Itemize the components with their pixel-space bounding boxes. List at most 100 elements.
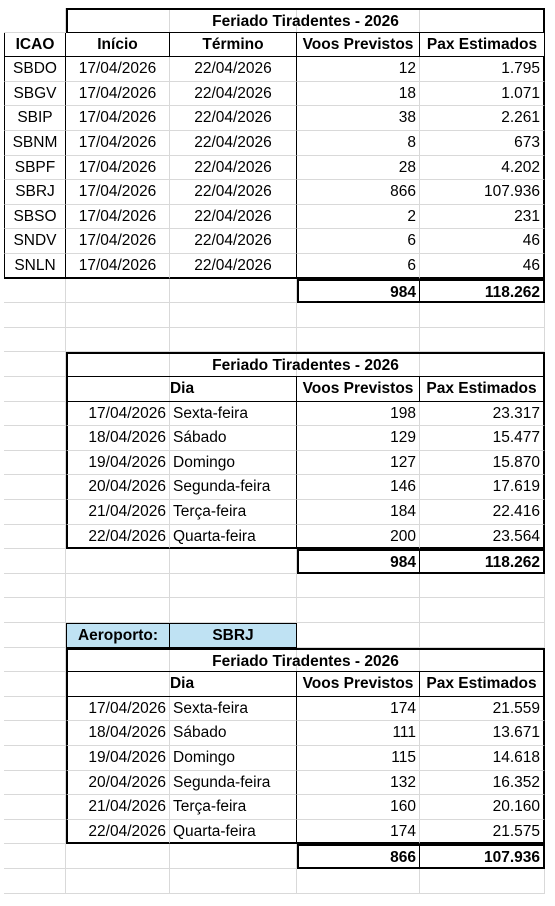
grid-cell[interactable]: [66, 279, 170, 303]
grid-cell[interactable]: [4, 549, 66, 574]
grid-cell[interactable]: [66, 598, 170, 623]
grid-cell[interactable]: [4, 598, 66, 623]
grid-cell[interactable]: [297, 869, 420, 894]
grid-cell[interactable]: [66, 549, 170, 574]
table2-date: 20/04/2026: [66, 475, 170, 500]
table1-cell: 17/04/2026: [66, 229, 170, 254]
grid-cell[interactable]: [4, 328, 66, 352]
table3-date: 17/04/2026: [66, 697, 170, 721]
table3-header-voos: Voos Previstos: [297, 672, 420, 697]
grid-cell[interactable]: [66, 328, 170, 352]
grid-cell[interactable]: [170, 328, 297, 352]
table1-title: Feriado Tiradentes - 2026: [66, 8, 545, 33]
grid-cell[interactable]: [4, 377, 66, 402]
table3-voos: 115: [297, 746, 420, 771]
table2-header-voos: Voos Previstos: [297, 377, 420, 402]
grid-cell[interactable]: [66, 844, 170, 869]
airport-value[interactable]: SBRJ: [170, 623, 297, 648]
table1-cell: 8: [297, 131, 420, 156]
grid-cell[interactable]: [4, 279, 66, 303]
grid-cell[interactable]: [420, 598, 545, 623]
grid-cell[interactable]: [4, 746, 66, 771]
grid-cell[interactable]: [420, 869, 545, 894]
table2-weekday: Quarta-feira: [170, 525, 297, 549]
table1-cell: SNLN: [4, 254, 66, 279]
table1-cell: SBRJ: [4, 180, 66, 205]
grid-cell[interactable]: [297, 598, 420, 623]
grid-cell[interactable]: [4, 795, 66, 820]
grid-cell[interactable]: [297, 574, 420, 598]
table2-pax: 15.477: [420, 426, 545, 451]
table1-cell: SNDV: [4, 229, 66, 254]
grid-cell[interactable]: [4, 623, 66, 648]
grid-cell[interactable]: [420, 328, 545, 352]
grid-cell[interactable]: [66, 869, 170, 894]
grid-cell[interactable]: [4, 820, 66, 844]
table1-cell: SBIP: [4, 106, 66, 131]
table1-cell: 17/04/2026: [66, 106, 170, 131]
table1-cell: 6: [297, 254, 420, 279]
grid-cell[interactable]: [4, 500, 66, 525]
table3-weekday: Terça-feira: [170, 795, 297, 820]
grid-cell[interactable]: [297, 303, 420, 328]
grid-cell[interactable]: [170, 303, 297, 328]
table3-voos: 174: [297, 820, 420, 844]
airport-label: Aeroporto:: [66, 623, 170, 648]
grid-cell[interactable]: [4, 402, 66, 426]
table3-date: 18/04/2026: [66, 721, 170, 746]
grid-cell[interactable]: [4, 869, 66, 894]
grid-cell[interactable]: [4, 844, 66, 869]
grid-cell[interactable]: [170, 279, 297, 303]
grid-cell[interactable]: [4, 672, 66, 697]
table3-header-dia: Dia: [66, 672, 297, 697]
grid-cell[interactable]: [4, 721, 66, 746]
table2-header-dia: Dia: [66, 377, 297, 402]
table3-pax: 20.160: [420, 795, 545, 820]
grid-cell[interactable]: [170, 574, 297, 598]
table1-cell: 38: [297, 106, 420, 131]
table2-voos: 146: [297, 475, 420, 500]
table3-total-pax: 107.936: [420, 844, 545, 869]
grid-cell[interactable]: [170, 844, 297, 869]
grid-cell[interactable]: [4, 574, 66, 598]
grid-cell[interactable]: [4, 352, 66, 377]
grid-cell[interactable]: [4, 475, 66, 500]
grid-cell[interactable]: [4, 451, 66, 475]
table1-cell: 22/04/2026: [170, 106, 297, 131]
grid-cell[interactable]: [420, 574, 545, 598]
grid-cell[interactable]: [4, 303, 66, 328]
grid-cell[interactable]: [4, 697, 66, 721]
grid-cell[interactable]: [297, 623, 420, 648]
table1-cell: 17/04/2026: [66, 57, 170, 82]
grid-cell[interactable]: [4, 648, 66, 672]
grid-cell[interactable]: [4, 8, 66, 33]
table2-pax: 22.416: [420, 500, 545, 525]
grid-cell[interactable]: [170, 869, 297, 894]
table1-cell: 17/04/2026: [66, 254, 170, 279]
grid-cell[interactable]: [170, 598, 297, 623]
grid-cell[interactable]: [4, 771, 66, 795]
grid-cell[interactable]: [66, 303, 170, 328]
grid-cell[interactable]: [170, 549, 297, 574]
table1-cell: 17/04/2026: [66, 180, 170, 205]
grid-cell[interactable]: [420, 303, 545, 328]
table2-voos: 200: [297, 525, 420, 549]
table3-weekday: Sexta-feira: [170, 697, 297, 721]
table1-cell: 2.261: [420, 106, 545, 131]
grid-cell[interactable]: [420, 623, 545, 648]
table1-cell: SBDO: [4, 57, 66, 82]
table1-cell: SBGV: [4, 82, 66, 106]
table1-cell: 12: [297, 57, 420, 82]
table3-total-voos: 866: [297, 844, 420, 869]
grid-cell[interactable]: [4, 426, 66, 451]
table1-cell: 1.795: [420, 57, 545, 82]
table1-header-5: Pax Estimados: [420, 33, 545, 57]
table3-pax: 21.575: [420, 820, 545, 844]
grid-cell[interactable]: [297, 328, 420, 352]
table2-voos: 184: [297, 500, 420, 525]
grid-cell[interactable]: [66, 574, 170, 598]
table3-date: 22/04/2026: [66, 820, 170, 844]
grid-cell[interactable]: [4, 525, 66, 549]
table2-weekday: Domingo: [170, 451, 297, 475]
